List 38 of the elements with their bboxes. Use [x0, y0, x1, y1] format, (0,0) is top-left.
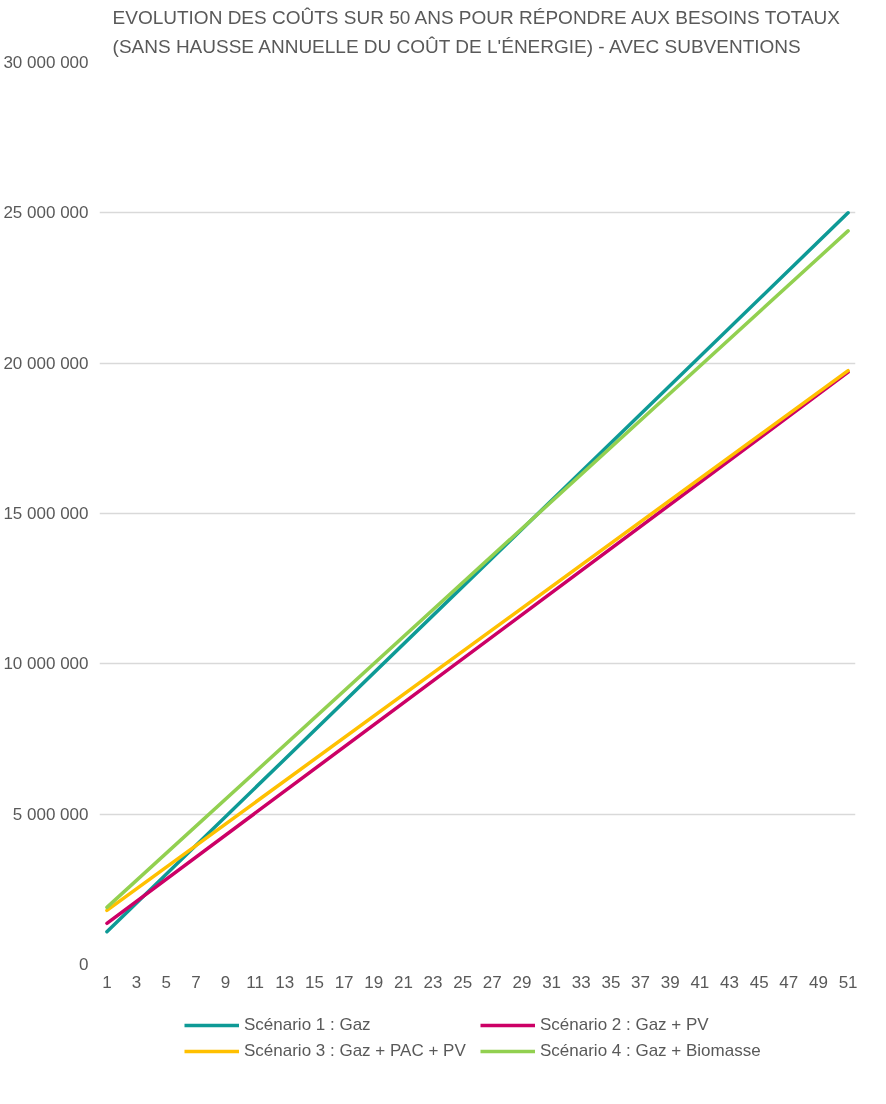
x-tick-label: 7: [191, 972, 201, 992]
x-tick-label: 29: [512, 972, 532, 992]
x-tick-label: 45: [749, 972, 769, 992]
y-tick-label: 15 000 000: [3, 504, 89, 523]
y-tick-label: 30 000 000: [3, 53, 89, 72]
x-tick-label: 25: [453, 972, 473, 992]
x-tick-label: 17: [334, 972, 354, 992]
x-tick-label: 19: [364, 972, 384, 992]
x-tick-label: 27: [482, 972, 502, 992]
legend-label: Scénario 4 : Gaz + Biomasse: [540, 1040, 762, 1061]
x-tick-label: 21: [393, 972, 413, 992]
x-tick-label: 13: [275, 972, 295, 992]
x-tick-label: 31: [542, 972, 562, 992]
y-tick-label: 25 000 000: [3, 203, 89, 223]
x-tick-label: 47: [779, 972, 799, 992]
x-tick-label: 1: [102, 972, 112, 992]
chart-title: EVOLUTION DES COÛTS SUR 50 ANS POUR RÉPONDRE AUX BESOINS TOTAUX (SANS HAUSSE ANNUELLE DU COÛT DE L'ÉNERGIE) - AVEC SUBVENTIONS: [112, 7, 841, 58]
x-tick-label: 41: [690, 972, 710, 992]
x-tick-label: 9: [220, 972, 231, 992]
x-tick-label: 3: [131, 972, 142, 992]
x-tick-label: 39: [660, 972, 680, 992]
x-tick-label: 49: [808, 972, 828, 992]
x-tick-label: 5: [161, 972, 171, 992]
x-tick-label: 37: [631, 972, 651, 992]
y-tick-label: 10 000 000: [3, 654, 89, 674]
x-tick-label: 51: [838, 972, 858, 992]
x-tick-label: 35: [601, 972, 621, 992]
legend-label: Scénario 2 : Gaz + PV: [540, 1014, 710, 1035]
x-tick-label: 43: [720, 972, 739, 992]
legend-label: Scénario 1 : Gaz: [244, 1014, 372, 1035]
x-tick-label: 23: [423, 972, 443, 992]
y-tick-label: 5 000 000: [12, 804, 89, 824]
y-tick-label: 0: [79, 955, 89, 974]
y-tick-label: 20 000 000: [3, 353, 89, 373]
x-tick-label: 15: [304, 972, 324, 992]
legend-label: Scénario 3 : Gaz + PAC + PV: [244, 1040, 467, 1061]
x-tick-label: 33: [571, 972, 591, 992]
x-tick-label: 11: [246, 972, 264, 992]
